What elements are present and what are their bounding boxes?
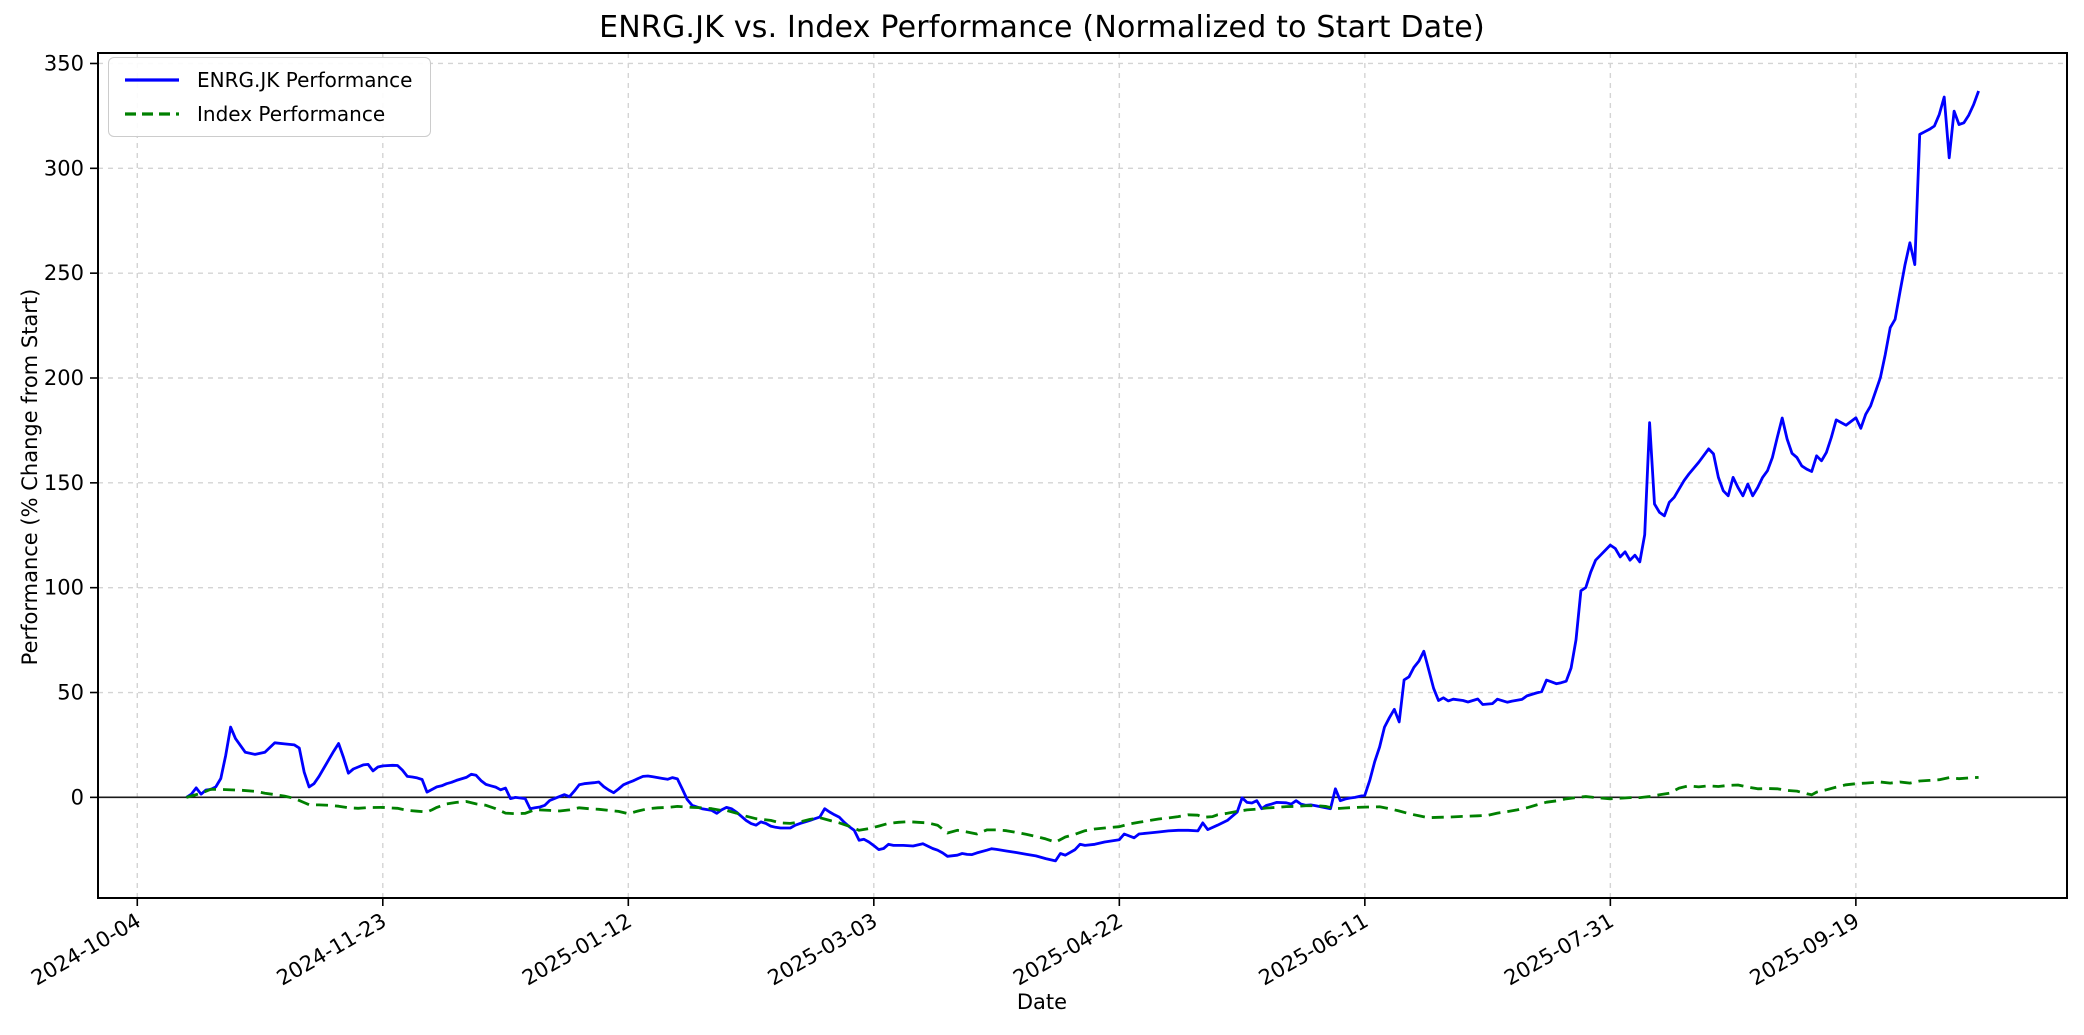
y-tick-label: 100 xyxy=(44,576,84,600)
y-tick-label: 300 xyxy=(44,156,84,180)
legend-item-index: Index Performance xyxy=(123,102,412,126)
index-series-line xyxy=(186,776,1979,844)
y-tick-label: 150 xyxy=(44,471,84,495)
x-tick-label: 2025-07-31 xyxy=(1500,909,1618,991)
chart-title: ENRG.JK vs. Index Performance (Normalize… xyxy=(599,10,1485,45)
x-tick-label: 2024-10-04 xyxy=(27,909,145,991)
legend-line-dashed-icon xyxy=(125,112,179,116)
x-tick-label: 2025-09-19 xyxy=(1746,909,1864,991)
y-tick-label: 350 xyxy=(44,51,84,75)
enrg-series-line xyxy=(185,90,1980,863)
x-tick-label: 2025-03-03 xyxy=(764,909,882,991)
legend-line-solid-icon xyxy=(125,78,179,82)
legend-label-index: Index Performance xyxy=(197,102,386,126)
y-tick-label: 50 xyxy=(57,681,84,705)
legend-item-enrg: ENRG.JK Performance xyxy=(123,68,412,92)
legend: ENRG.JK Performance Index Performance xyxy=(108,57,432,137)
x-axis-title: Date xyxy=(1016,990,1068,1014)
y-tick-label: 250 xyxy=(44,261,84,285)
x-tick-label: 2024-11-23 xyxy=(273,909,391,991)
x-tick-label: 2025-06-11 xyxy=(1255,909,1373,991)
plot-border xyxy=(97,52,2068,899)
y-tick-label: 0 xyxy=(71,785,84,809)
legend-label-enrg: ENRG.JK Performance xyxy=(197,68,413,92)
x-tick-label: 2025-04-22 xyxy=(1009,909,1127,991)
y-tick-label: 200 xyxy=(44,366,84,390)
y-axis-title: Performance (% Change from Start) xyxy=(18,288,42,666)
x-tick-label: 2025-01-12 xyxy=(518,909,636,991)
